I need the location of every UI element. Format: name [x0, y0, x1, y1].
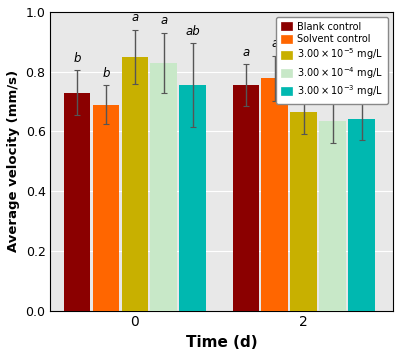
Text: a: a [160, 15, 168, 27]
Text: a: a [242, 46, 250, 59]
Text: a: a [131, 11, 138, 25]
X-axis label: Time (d): Time (d) [186, 335, 258, 350]
Bar [320, 121, 346, 311]
Text: b: b [329, 80, 336, 93]
Bar [122, 57, 148, 311]
Text: a: a [271, 37, 278, 50]
Text: b: b [358, 80, 366, 93]
Bar [348, 120, 375, 311]
Bar [64, 92, 90, 311]
Bar [232, 85, 259, 311]
Bar [290, 112, 317, 311]
Text: b: b [73, 52, 81, 65]
Bar [150, 63, 177, 311]
Bar [180, 85, 206, 311]
Bar [92, 105, 119, 311]
Text: ab: ab [185, 25, 200, 38]
Bar [262, 78, 288, 311]
Text: b: b [300, 71, 308, 84]
Legend: Blank control, Solvent control, $3.00\times10^{-5}$ mg/L, $3.00\times10^{-4}$ mg: Blank control, Solvent control, $3.00\ti… [276, 17, 388, 104]
Text: b: b [102, 67, 110, 80]
Y-axis label: Average velocity (mm/s): Average velocity (mm/s) [7, 70, 20, 252]
